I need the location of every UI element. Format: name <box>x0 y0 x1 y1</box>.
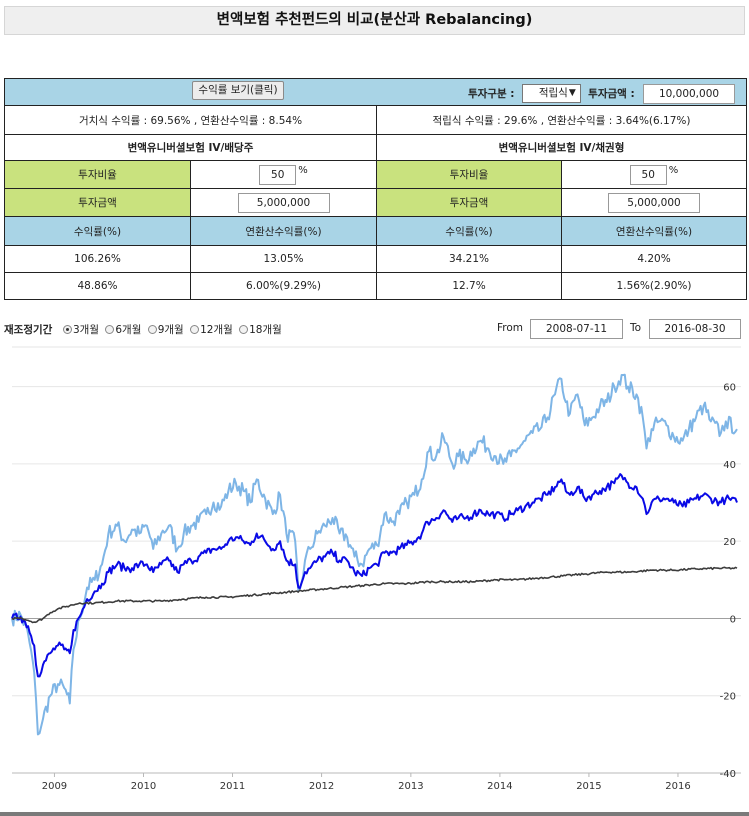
results-header: 수익률(%) <box>4 216 191 246</box>
ratio-input-2[interactable]: 50 <box>629 164 667 185</box>
radio-icon[interactable] <box>63 325 72 334</box>
results-header-row: 수익률(%) 연환산수익률(%) 수익률(%) 연환산수익률(%) <box>4 216 747 246</box>
chart-controls: 재조정기간 3개월 6개월 9개월 12개월 18개월 From 2008-07… <box>4 318 746 342</box>
to-label: To <box>630 322 642 334</box>
results-header: 수익률(%) <box>376 216 562 246</box>
amount-label-1: 투자금액 <box>4 188 191 217</box>
amount-cell-2: 5,000,000 <box>561 188 747 217</box>
ratio-input-1[interactable]: 50 <box>259 164 297 185</box>
amount-input-1[interactable]: 5,000,000 <box>237 192 330 213</box>
ratio-label-1: 투자비율 <box>4 160 191 189</box>
invest-type-label: 투자구분 : <box>467 87 515 100</box>
rebalance-option-6m[interactable]: 6개월 <box>105 324 141 336</box>
rebalance-option-label: 6개월 <box>115 324 142 336</box>
invest-type-value: 적립식 <box>538 87 568 99</box>
ratio-unit-1: % <box>298 164 308 176</box>
x-tick-label: 2015 <box>576 781 601 792</box>
results-cell: 4.20% <box>561 245 747 273</box>
bottom-divider <box>0 812 749 816</box>
x-tick-label: 2014 <box>487 781 512 792</box>
rebalance-option-9m[interactable]: 9개월 <box>147 324 184 336</box>
ratio-unit-2: % <box>668 164 679 176</box>
ratio-label-2: 투자비율 <box>376 160 562 189</box>
summary-row: 거치식 수익률 : 69.56% , 연환산수익률 : 8.54% 적립식 수익… <box>4 105 747 135</box>
x-tick-label: 2012 <box>309 781 334 792</box>
x-tick-label: 2013 <box>398 781 423 792</box>
chevron-down-icon: ▼ <box>568 88 576 98</box>
series-line-portfolio <box>11 473 738 678</box>
results-header: 연환산수익률(%) <box>561 216 747 246</box>
rebalance-option-label: 18개월 <box>249 324 282 336</box>
performance-chart: 60 40 20 0 -20 -40 2009 2010 2011 2012 2013 2014 201… <box>11 346 741 792</box>
results-cell: 12.7% <box>376 272 562 300</box>
series-line-dividend_fund <box>11 373 738 736</box>
invest-amount-input[interactable]: 10,000,000 <box>643 83 735 104</box>
results-cell: 1.56%(2.90%) <box>561 272 747 300</box>
toolbar-row: 수익률 보기(클릭) 투자구분 : 적립식 ▼ 투자금액 : 10,000,000 <box>4 78 747 106</box>
y-tick-label: 40 <box>723 460 736 471</box>
rebalance-option-18m[interactable]: 18개월 <box>239 324 282 336</box>
to-date-input[interactable]: 2016-08-30 <box>649 319 741 339</box>
ratio-row: 투자비율 50% 투자비율 50% <box>4 160 747 189</box>
results-row: 106.26% 13.05% 34.21% 4.20% <box>4 245 747 273</box>
radio-icon[interactable] <box>239 325 249 334</box>
fund-name-dividend: 변액유니버셜보험 IV/배당주 <box>4 134 377 161</box>
y-tick-label: -20 <box>720 692 736 703</box>
y-tick-label: 60 <box>723 383 736 394</box>
rebalance-label: 재조정기간 <box>4 324 53 336</box>
invest-amount-label: 투자금액 : <box>588 87 635 100</box>
installment-summary: 적립식 수익률 : 29.6% , 연환산수익률 : 3.64%(6.17%) <box>376 105 747 135</box>
x-tick-label: 2010 <box>131 781 156 792</box>
lump-sum-summary: 거치식 수익률 : 69.56% , 연환산수익률 : 8.54% <box>4 105 377 135</box>
ratio-cell-2: 50% <box>561 160 747 189</box>
rebalance-options: 3개월 6개월 9개월 12개월 18개월 <box>63 322 285 337</box>
y-tick-label: 0 <box>730 614 736 625</box>
results-row: 48.86% 6.00%(9.29%) 12.7% 1.56%(2.90%) <box>4 272 747 300</box>
results-cell: 106.26% <box>4 245 191 273</box>
amount-cell-1: 5,000,000 <box>190 188 377 217</box>
toolbar-cell: 수익률 보기(클릭) 투자구분 : 적립식 ▼ 투자금액 : 10,000,000 <box>4 78 747 106</box>
rebalance-option-label: 3개월 <box>73 324 100 336</box>
amount-row: 투자금액 5,000,000 투자금액 5,000,000 <box>4 188 747 217</box>
returns-button[interactable]: 수익률 보기(클릭) <box>192 80 284 100</box>
rebalance-option-12m[interactable]: 12개월 <box>190 324 233 336</box>
radio-icon[interactable] <box>105 325 115 334</box>
fund-name-bond: 변액유니버셜보험 IV/채권형 <box>376 134 747 161</box>
results-cell: 34.21% <box>376 245 562 273</box>
y-tick-label: -40 <box>720 769 736 780</box>
rebalance-option-label: 9개월 <box>157 324 184 336</box>
series-line-bond_fund <box>11 566 738 624</box>
comparison-table: 수익률 보기(클릭) 투자구분 : 적립식 ▼ 투자금액 : 10,000,000… <box>4 78 747 300</box>
ratio-cell-1: 50% <box>190 160 377 189</box>
x-tick-label: 2009 <box>42 781 67 792</box>
amount-label-2: 투자금액 <box>376 188 562 217</box>
y-tick-label: 20 <box>723 537 736 548</box>
amount-input-2[interactable]: 5,000,000 <box>608 192 700 213</box>
results-header: 연환산수익률(%) <box>190 216 377 246</box>
results-cell: 48.86% <box>4 272 191 300</box>
from-date-input[interactable]: 2008-07-11 <box>530 319 623 339</box>
results-cell: 13.05% <box>190 245 377 273</box>
x-tick-label: 2016 <box>665 781 690 792</box>
rebalance-option-label: 12개월 <box>200 324 233 336</box>
results-cell: 6.00%(9.29%) <box>190 272 377 300</box>
radio-icon[interactable] <box>147 325 157 334</box>
invest-type-select[interactable]: 적립식 ▼ <box>521 84 581 103</box>
radio-icon[interactable] <box>190 325 200 334</box>
from-label: From <box>497 322 524 334</box>
rebalance-option-3m[interactable]: 3개월 <box>63 324 99 336</box>
page-title: 변액보험 추천펀드의 비교(분산과 Rebalancing) <box>4 6 745 35</box>
fund-name-row: 변액유니버셜보험 IV/배당주 변액유니버셜보험 IV/채권형 <box>4 134 747 161</box>
x-tick-label: 2011 <box>220 781 245 792</box>
toolbar-right: 투자구분 : 적립식 ▼ 투자금액 : 10,000,000 <box>467 83 735 104</box>
